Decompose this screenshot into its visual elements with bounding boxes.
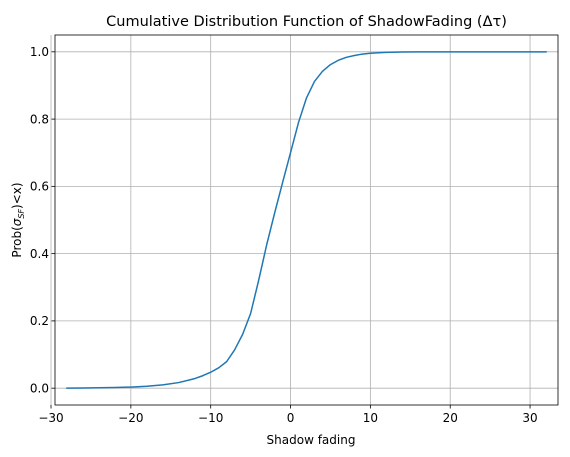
y-tick-label: 0.4 [30, 247, 49, 261]
grid-layer [50, 35, 558, 405]
ticks-layer: −30 −20 −10 0 10 20 30 0.0 0.2 0.4 0.6 0.8 1.0 [30, 45, 538, 425]
plot-frame [54, 34, 559, 406]
x-tick-label: −30 [38, 411, 63, 425]
y-tick-label: 0.6 [30, 180, 49, 194]
x-tick-label: 20 [443, 411, 458, 425]
x-tick-label: −10 [198, 411, 223, 425]
y-tick-label: 0.2 [30, 314, 49, 328]
y-axis-label-suffix: )<x) [10, 182, 24, 209]
y-tick-label: 1.0 [30, 45, 49, 59]
y-axis-label-prefix: Prob( [10, 226, 24, 257]
x-tick-label: 0 [287, 411, 295, 425]
x-tick-label: 10 [363, 411, 378, 425]
y-axis-label: Prob(σSF)<x) [10, 182, 26, 257]
x-tick-label: 30 [522, 411, 537, 425]
chart-title: Cumulative Distribution Function of Shad… [106, 14, 507, 30]
line-layer [66, 51, 547, 389]
y-tick-label: 0.0 [30, 381, 49, 395]
y-tick-label: 0.8 [30, 112, 49, 126]
y-axis-label-sigma: σ [10, 218, 24, 226]
x-axis-label: Shadow fading [267, 433, 356, 447]
cdf-series-line [66, 51, 547, 389]
x-tick-label: −20 [118, 411, 143, 425]
y-axis-label-subscript: SF [17, 209, 26, 219]
